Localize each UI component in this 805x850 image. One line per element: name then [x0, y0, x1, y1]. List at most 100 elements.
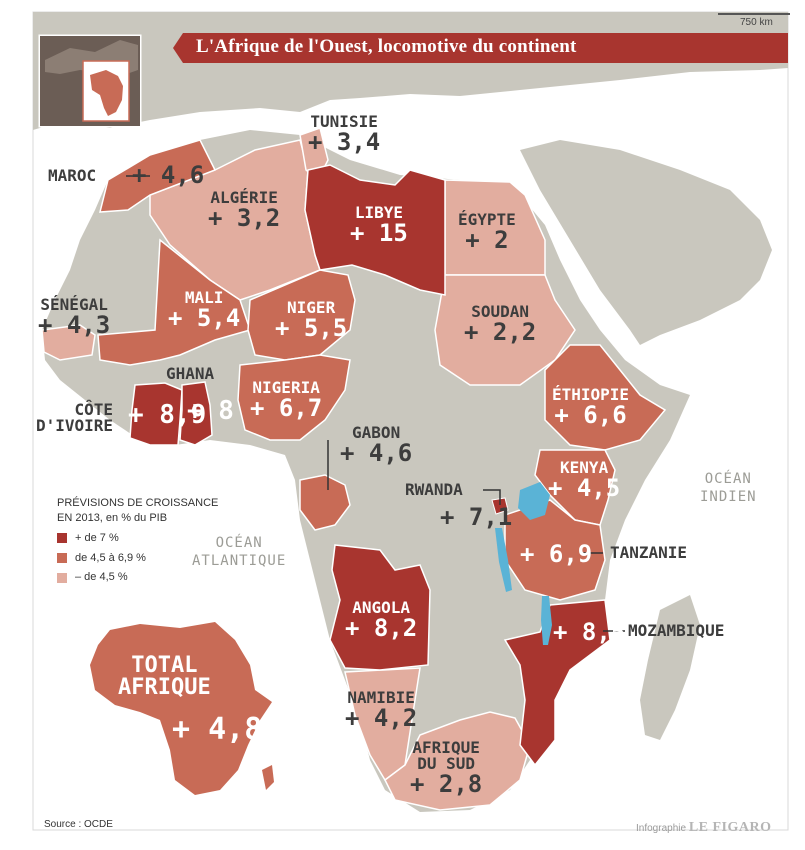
ocean-indien-line1: OCÉAN [704, 471, 752, 487]
ocean-indien-line2: INDIEN [700, 489, 757, 506]
rwanda-value: + 7,1 [440, 503, 513, 531]
legend-label-high: + de 7 % [75, 531, 119, 544]
kenya-label: KENYA + 4,5 [548, 458, 620, 501]
ethiopie-shape [544, 344, 667, 451]
locator-inset [38, 34, 142, 128]
nigeria-label: NIGERIA + 6,7 [250, 378, 323, 422]
niger-name: NIGER [287, 298, 336, 317]
ocean-atlantique-line2: ATLANTIQUE [192, 553, 287, 570]
legend-title-line1: PRÉVISIONS DE CROISSANCE [57, 497, 219, 509]
senegal-label: SÉNÉGAL + 4,3 [38, 295, 111, 339]
egypte-value: + 2 [465, 226, 509, 254]
angola-label: ANGOLA + 8,2 [345, 598, 418, 642]
tanzanie-value: + 6,9 [520, 540, 593, 568]
legend: PRÉVISIONS DE CROISSANCE EN 2013, en % d… [57, 496, 218, 585]
total-afrique-shape [90, 622, 272, 795]
afrique-du-sud-name-line1: AFRIQUE [412, 738, 480, 757]
legend-swatch-low [57, 572, 67, 583]
tunisie-name: TUNISIE [310, 112, 378, 131]
legend-item-low: – de 4,5 % [57, 570, 218, 585]
soudan-shape [434, 274, 576, 386]
ghana-shape [179, 381, 213, 446]
cote-ivoire-label: CÔTE D'IVOIRE [36, 402, 113, 434]
total-name-line1: TOTAL [131, 653, 198, 678]
angola-shape [329, 544, 431, 671]
gabon-label: GABON + 4,6 [340, 423, 413, 467]
ghana-value: + 8 [187, 396, 234, 426]
total-afrique-label: TOTAL AFRIQUE [118, 655, 211, 699]
title-ribbon-tail [173, 33, 183, 63]
niger-shape [247, 269, 356, 361]
map-title: L'Afrique de l'Ouest, locomotive du cont… [196, 36, 577, 57]
gabon-value: + 4,6 [340, 439, 413, 467]
mali-label: MALI + 5,4 [168, 288, 241, 332]
maroc-value: + 4,6 [132, 161, 205, 189]
ethiopie-label: ÉTHIOPIE + 6,6 [552, 385, 630, 429]
mali-shape [97, 238, 251, 366]
cote-ivoire-value: + 8,9 [128, 400, 207, 430]
cote-ivoire-name-line2: D'IVOIRE [36, 416, 114, 435]
ocean-atlantique-label: OCÉAN ATLANTIQUE [192, 534, 286, 570]
tunisie-value: + 3,4 [308, 128, 381, 156]
legend-label-low: – de 4,5 % [75, 571, 128, 584]
soudan-name: SOUDAN [471, 302, 530, 321]
tanzanie-name: TANZANIE [610, 543, 688, 562]
libye-value: + 15 [350, 219, 408, 247]
libye-label: LIBYE + 15 [350, 205, 408, 247]
egypte-name: ÉGYPTE [458, 210, 516, 229]
ocean-atlantique-line1: OCÉAN [215, 535, 263, 551]
credit-brand-logo: LE FIGARO [688, 820, 772, 835]
afrique-du-sud-value: + 2,8 [410, 770, 483, 798]
maroc-shape [99, 139, 217, 213]
cote-ivoire-shape [129, 382, 183, 446]
tanzanie-shape [504, 499, 606, 601]
mozambique-value: + 8,5 [553, 618, 626, 646]
lake-tanganyika [495, 528, 512, 592]
senegal-name: SÉNÉGAL [40, 295, 108, 314]
legend-swatch-mid [57, 552, 67, 563]
ethiopie-value: + 6,6 [554, 401, 627, 429]
gabon-name: GABON [352, 423, 401, 442]
total-madagascar-shape [262, 765, 274, 790]
scale-label: 750 km [740, 17, 773, 28]
kenya-name: KENYA [560, 458, 609, 477]
title-bar [183, 33, 788, 63]
total-name-line2: AFRIQUE [118, 675, 211, 700]
cote-ivoire-name-line1: CÔTE [74, 400, 114, 419]
mali-name: MALI [184, 288, 224, 307]
egypte-label: ÉGYPTE + 2 [458, 210, 516, 254]
afrique-du-sud-name-line2: DU SUD [417, 754, 476, 773]
legend-swatch-high [57, 533, 67, 544]
afrique-du-sud-shape [384, 711, 531, 811]
rwanda-name: RWANDA [405, 480, 463, 499]
niger-value: + 5,5 [275, 314, 348, 342]
lake-malawi [541, 596, 552, 645]
legend-label-mid: de 4,5 à 6,9 % [75, 551, 146, 564]
namibie-name: NAMIBIE [347, 688, 415, 707]
senegal-value: + 4,3 [38, 311, 111, 339]
namibie-label: NAMIBIE + 4,2 [345, 688, 418, 732]
algerie-label: ALGÉRIE + 3,2 [208, 190, 281, 232]
ocean-indien-label: OCÉAN INDIEN [700, 470, 757, 506]
libye-shape [304, 164, 446, 296]
nigeria-name: NIGERIA [252, 378, 320, 397]
rwanda-leader [483, 489, 501, 505]
total-value: + 4,8 [172, 712, 263, 747]
lake-victoria [518, 482, 550, 520]
legend-item-high: + de 7 % [57, 531, 218, 546]
angola-name: ANGOLA [352, 598, 411, 617]
algerie-value: + 3,2 [208, 204, 281, 232]
mali-value: + 5,4 [168, 304, 241, 332]
tunisie-label: TUNISIE + 3,4 [308, 112, 381, 156]
ethiopie-name: ÉTHIOPIE [552, 385, 630, 404]
namibie-value: + 4,2 [345, 704, 418, 732]
niger-label: NIGER + 5,5 [275, 298, 348, 342]
madagascar-land [640, 595, 700, 740]
angola-value: + 8,2 [345, 614, 418, 642]
legend-item-mid: de 4,5 à 6,9 % [57, 551, 218, 566]
afrique-du-sud-label: AFRIQUE DU SUD + 2,8 [410, 738, 483, 798]
ghana-name: GHANA [166, 364, 215, 383]
nigeria-value: + 6,7 [250, 394, 323, 422]
mozambique-name: MOZAMBIQUE [628, 621, 725, 640]
